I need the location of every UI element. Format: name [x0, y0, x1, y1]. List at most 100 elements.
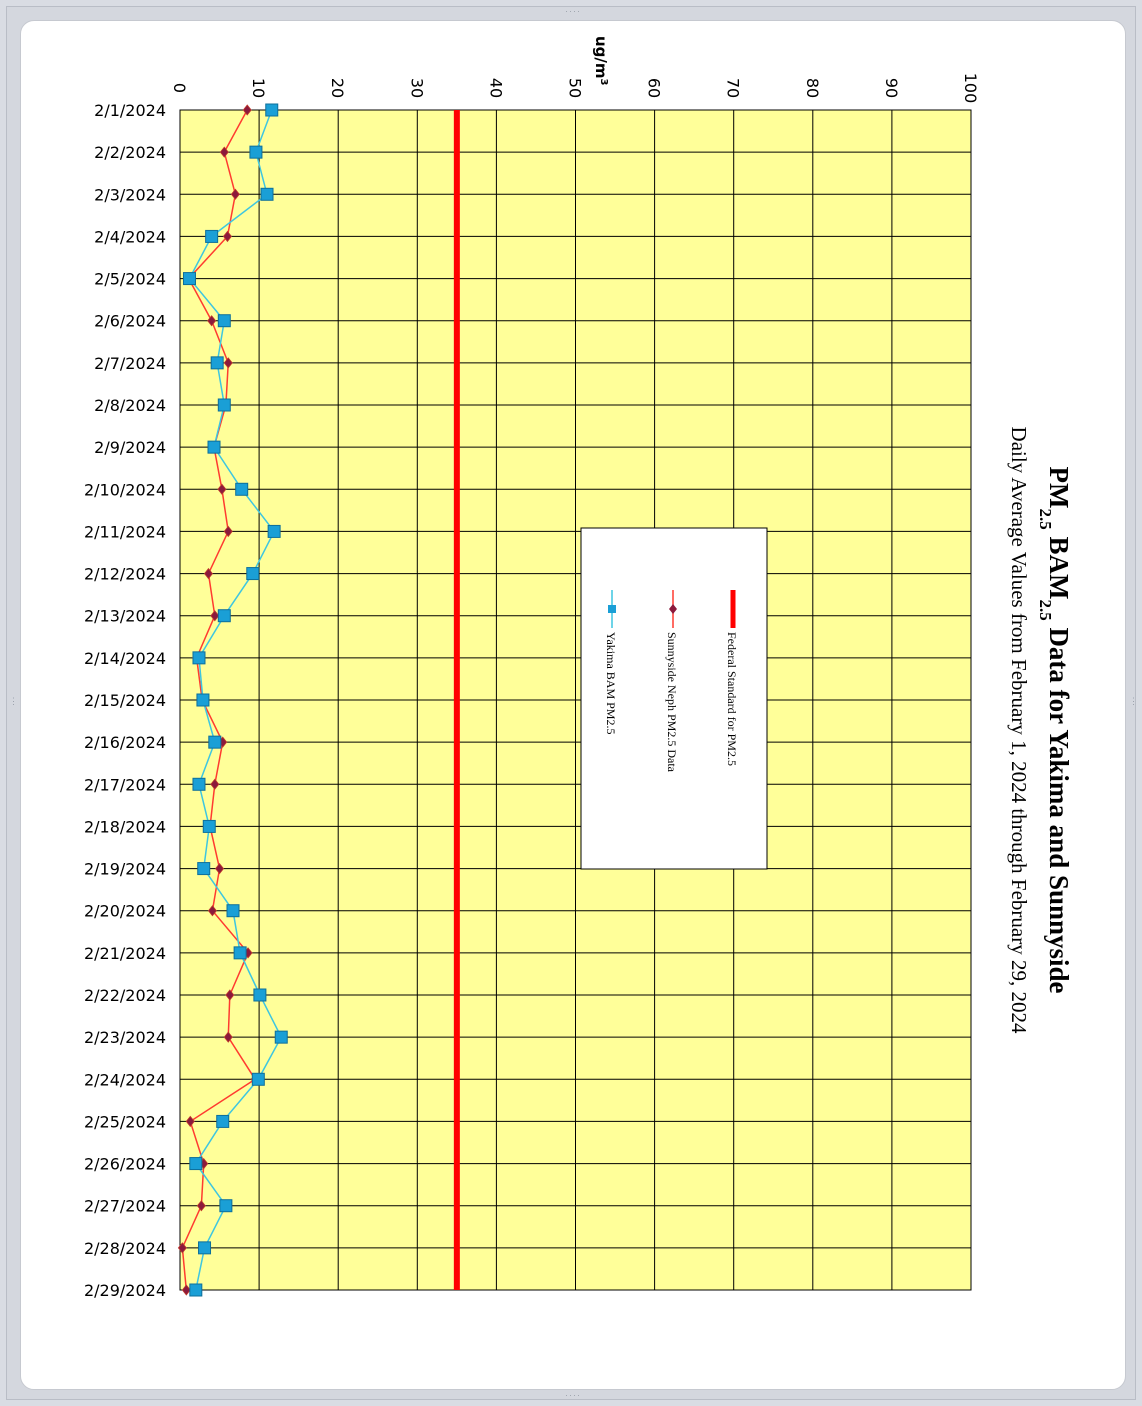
date-tick-label: 2/18/2024	[84, 817, 166, 836]
data-point	[267, 524, 281, 538]
legend-marker	[608, 605, 616, 613]
date-tick-label: 2/1/2024	[94, 101, 166, 120]
date-tick-label: 2/28/2024	[84, 1239, 166, 1258]
date-tick-label: 2/12/2024	[84, 565, 166, 584]
date-tick-label: 2/26/2024	[84, 1155, 166, 1174]
value-tick-label: 60	[645, 78, 664, 98]
series-yakima	[182, 103, 288, 1297]
date-tick-label: 2/7/2024	[94, 354, 166, 373]
top-resize-grip[interactable]: ····	[565, 6, 581, 16]
data-point	[230, 188, 240, 200]
date-tick-label: 2/10/2024	[84, 480, 166, 499]
date-tick-label: 2/8/2024	[94, 396, 166, 415]
data-point	[249, 145, 263, 159]
data-point	[217, 398, 231, 412]
legend-marker	[669, 604, 677, 614]
date-tick-label: 2/14/2024	[84, 649, 166, 668]
value-tick-label: 50	[566, 78, 585, 98]
data-point	[242, 104, 252, 116]
data-point	[222, 230, 232, 243]
data-point	[177, 1242, 187, 1254]
svg-text:Daily Average Values from Febr: Daily Average Values from February 1, 20…	[1007, 427, 1031, 1034]
data-point	[216, 1114, 230, 1128]
data-point	[265, 103, 279, 117]
date-tick-label: 2/9/2024	[94, 438, 166, 457]
legend-entry: Federal Standard for PM2.5	[725, 590, 739, 766]
data-point	[260, 187, 274, 201]
data-point	[198, 1241, 212, 1255]
value-tick-label: 100	[961, 73, 980, 104]
chart-subtitle: Daily Average Values from February 1, 20…	[1007, 427, 1031, 1034]
data-point	[223, 357, 233, 369]
series-layer	[177, 103, 288, 1297]
data-point	[210, 778, 220, 790]
value-tick-label: 20	[328, 78, 347, 98]
date-tick-label: 2/29/2024	[84, 1281, 166, 1300]
data-point	[205, 229, 219, 243]
value-tick-label: 40	[486, 78, 505, 98]
legend-label: Sunnyside Neph PM2.5 Data	[665, 632, 679, 773]
data-point	[217, 609, 231, 623]
data-point	[253, 988, 267, 1002]
date-tick-label: 2/20/2024	[84, 902, 166, 921]
legend-label: Federal Standard for PM2.5	[725, 632, 739, 766]
date-tick-label: 2/6/2024	[94, 312, 166, 331]
data-point	[189, 1157, 203, 1171]
data-point	[192, 651, 206, 665]
date-tick-label: 2/22/2024	[84, 986, 166, 1005]
data-point	[210, 610, 220, 622]
value-tick-label: 10	[249, 78, 268, 98]
legend-label: Yakima BAM PM2.5	[604, 632, 618, 734]
svg-text:PM2.5 BAM2.5 Data for Yakima a: PM2.5 BAM2.5 Data for Yakima and Sunnysi…	[1037, 466, 1075, 993]
date-tick-label: 2/15/2024	[84, 691, 166, 710]
data-point	[181, 1284, 191, 1296]
data-point	[202, 819, 216, 833]
bottom-resize-grip[interactable]: ····	[565, 1390, 581, 1400]
date-tick-label: 2/17/2024	[84, 775, 166, 794]
date-tick-labels: 2/1/2024 2/2/2024 2/3/2024 2/4/2024 2/5/2024…	[84, 101, 166, 1300]
data-point	[246, 567, 260, 581]
data-point	[233, 946, 247, 960]
data-point	[226, 904, 240, 918]
data-point	[215, 862, 225, 875]
data-point	[217, 483, 227, 495]
date-tick-label: 2/13/2024	[84, 607, 166, 626]
data-point	[196, 693, 210, 707]
date-tick-label: 2/3/2024	[94, 185, 166, 204]
data-point	[182, 272, 196, 286]
legend-box	[580, 527, 768, 870]
data-point	[274, 1030, 288, 1044]
date-tick-label: 2/27/2024	[84, 1197, 166, 1216]
data-point	[223, 525, 233, 538]
date-tick-label: 2/19/2024	[84, 860, 166, 879]
value-tick-label: 70	[724, 78, 743, 98]
data-point	[192, 777, 206, 791]
legend: Federal Standard for PM2.5 Sunnyside Neph…	[580, 527, 768, 870]
data-point	[219, 146, 229, 158]
data-point	[208, 735, 222, 749]
data-point	[185, 1115, 195, 1128]
chart-title: PM2.5 BAM2.5 Data for Yakima and Sunnysi…	[1037, 466, 1075, 993]
date-gridlines	[180, 109, 971, 1291]
data-point	[197, 862, 211, 876]
data-point	[225, 989, 235, 1001]
data-point	[210, 356, 224, 370]
data-point	[219, 1199, 233, 1213]
data-point	[203, 567, 213, 580]
value-tick-label: 0	[170, 83, 189, 93]
data-point	[196, 1200, 206, 1212]
value-axis-label: ug/m3	[592, 36, 610, 86]
date-tick-label: 2/11/2024	[84, 522, 166, 541]
value-tick-labels: 0 10 20 30 40 50 60 70 80 90 100	[170, 73, 980, 104]
data-point	[207, 315, 217, 327]
value-tick-label: 30	[407, 78, 426, 98]
date-tick-label: 2/2/2024	[94, 143, 166, 162]
date-tick-label: 2/16/2024	[84, 733, 166, 752]
date-tick-label: 2/4/2024	[94, 227, 166, 246]
svg-text:ug/m3: ug/m3	[592, 36, 610, 86]
data-point	[189, 1283, 203, 1297]
data-point	[223, 1031, 233, 1043]
legend-entry: Yakima BAM PM2.5	[604, 590, 618, 734]
date-tick-label: 2/5/2024	[94, 270, 166, 289]
data-point	[207, 440, 221, 454]
